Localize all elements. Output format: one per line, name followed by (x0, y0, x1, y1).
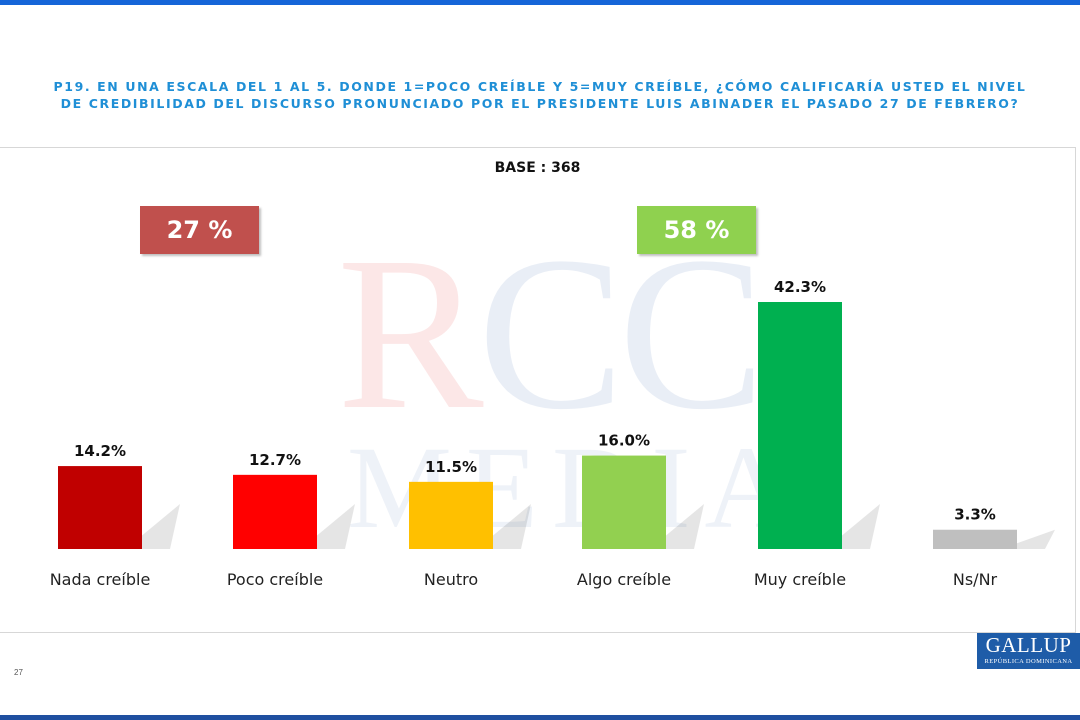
data-label: 42.3% (774, 278, 826, 296)
bar-shadow (666, 504, 704, 549)
data-label: 11.5% (425, 458, 477, 476)
category-label: Muy creíble (754, 570, 846, 589)
bar-4 (758, 302, 842, 549)
positive-summary-badge: 58 % (637, 206, 756, 254)
bar-0 (58, 466, 142, 549)
category-label: Poco creíble (227, 570, 323, 589)
bar-shadow (1017, 529, 1055, 549)
question-title: P19. EN UNA ESCALA DEL 1 AL 5. DONDE 1=P… (53, 79, 1027, 111)
negative-summary-badge: 27 % (140, 206, 259, 254)
category-label: Nada creíble (50, 570, 151, 589)
bar-3 (582, 455, 666, 549)
category-label: Ns/Nr (953, 570, 998, 589)
base-label: BASE : 368 (494, 160, 581, 176)
data-label: 3.3% (954, 506, 996, 524)
chart-panel (0, 147, 1076, 633)
data-label: 16.0% (598, 432, 650, 450)
category-label: Algo creíble (577, 570, 671, 589)
bar-shadow (493, 504, 531, 549)
bottom-rule (0, 715, 1080, 720)
top-rule (0, 0, 1080, 5)
bar-2 (409, 481, 493, 549)
logo-subtitle: REPÚBLICA DOMINICANA (984, 658, 1073, 665)
bar-5 (933, 529, 1017, 549)
logo-name: GALLUP (985, 633, 1072, 657)
bar-shadow (842, 504, 880, 549)
page-number: 27 (14, 668, 23, 677)
category-label: Neutro (424, 570, 478, 589)
bar-shadow (142, 504, 180, 549)
bar-1 (233, 474, 317, 549)
gallup-logo: GALLUP REPÚBLICA DOMINICANA (977, 633, 1080, 669)
data-label: 14.2% (74, 442, 126, 460)
bar-shadow (317, 504, 355, 549)
data-label: 12.7% (249, 451, 301, 469)
